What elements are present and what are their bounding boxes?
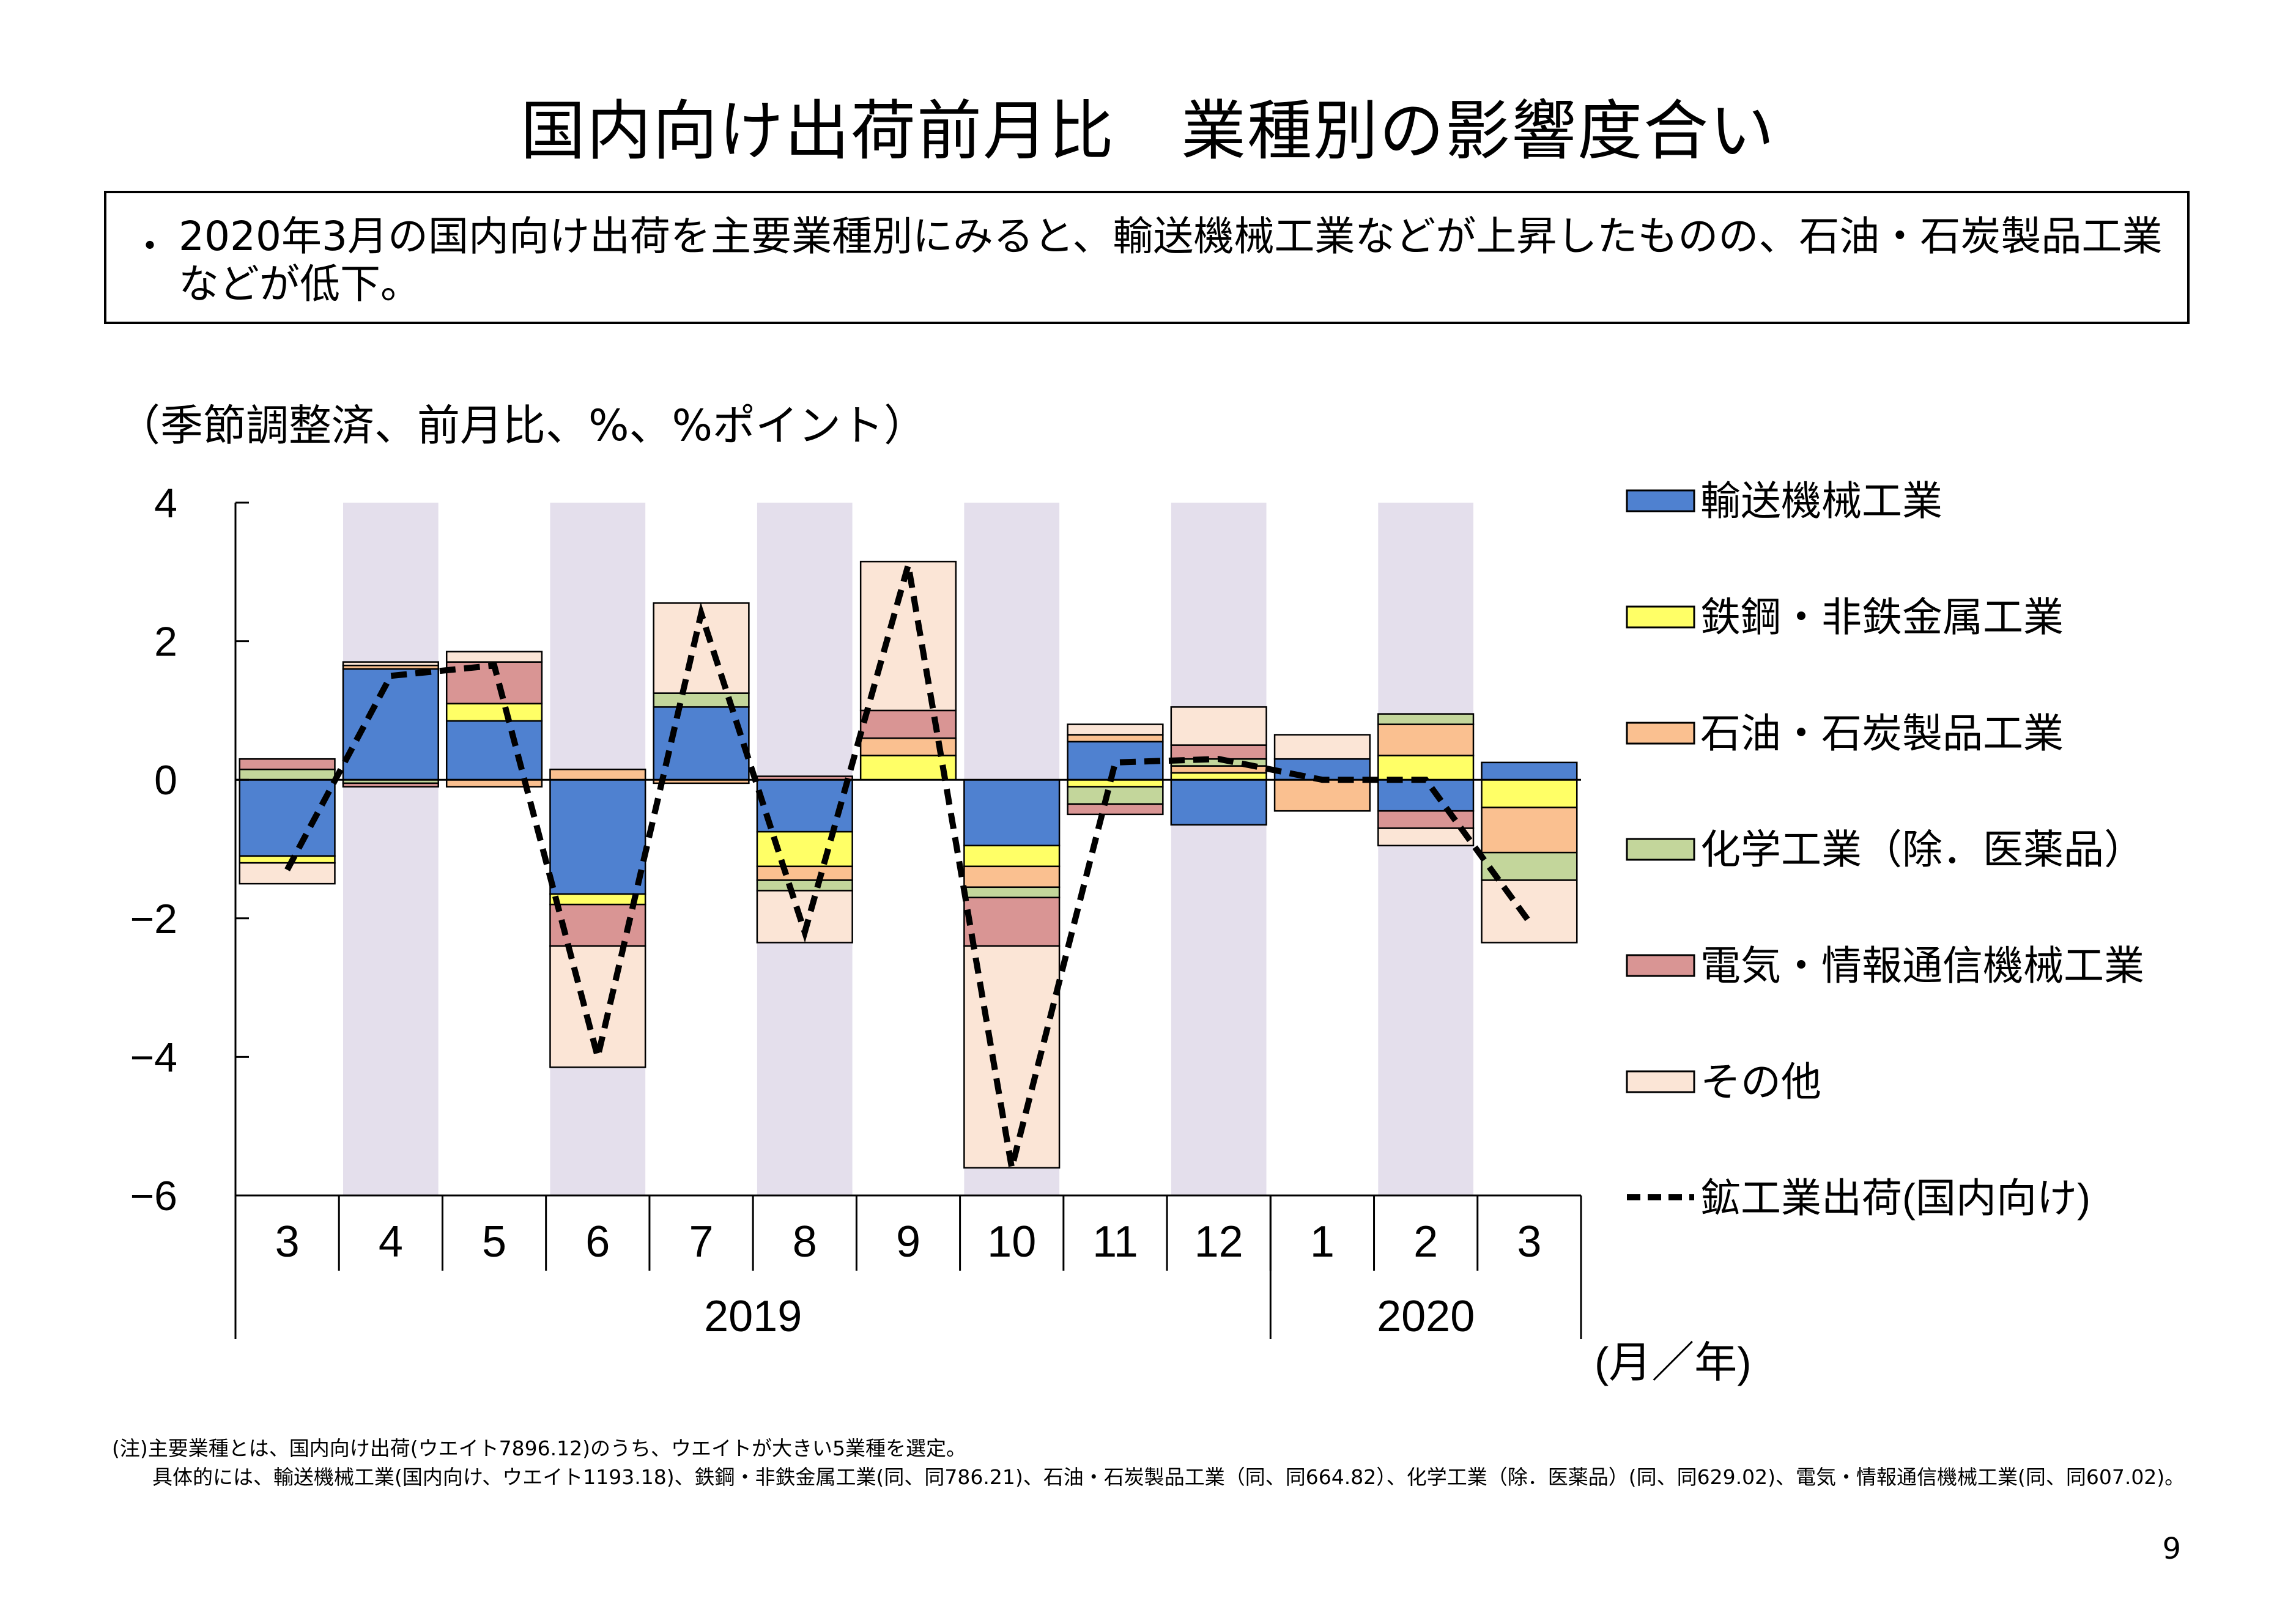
- bar-segment: [1170, 778, 1267, 826]
- bar-segment: [963, 844, 1061, 868]
- bar-segment: [1067, 723, 1164, 736]
- legend-label: 鉱工業出荷(国内向け): [1700, 1175, 2090, 1221]
- bar-segment: [549, 778, 646, 895]
- bar-segment: [1377, 723, 1475, 756]
- shade-band: [343, 503, 439, 1195]
- page-number: 9: [2162, 1532, 2181, 1566]
- bar-segment: [239, 855, 336, 864]
- y-tick-label: −4: [130, 1034, 177, 1081]
- total-shipments-line: [284, 564, 1532, 1169]
- legend-label: 輸送機械工業: [1700, 478, 1942, 523]
- bar-segment: [963, 886, 1061, 899]
- legend-swatch: [1626, 838, 1695, 861]
- y-tick-label: −6: [130, 1173, 177, 1219]
- legend-swatch: [1626, 489, 1695, 512]
- bar-segment: [1067, 778, 1164, 788]
- x-tick-label: 11: [1092, 1217, 1138, 1266]
- legend-label: 化学工業（除．医薬品）: [1700, 827, 2144, 872]
- legend-label: 鉄鋼・非鉄金属工業: [1700, 594, 2064, 640]
- x-tick-label: 5: [482, 1217, 506, 1266]
- bar-segment: [756, 879, 853, 892]
- bar-segment: [1377, 827, 1475, 847]
- bar-segment: [342, 661, 439, 667]
- bar-segment: [1067, 803, 1164, 816]
- year-label: 2019: [704, 1292, 802, 1341]
- shade-band: [1378, 503, 1473, 1195]
- bar-segment: [1377, 778, 1475, 812]
- bar-segment: [239, 778, 336, 857]
- legend-swatch: [1626, 605, 1695, 629]
- bar-segment: [1377, 713, 1475, 725]
- legend-label: その他: [1700, 1059, 1821, 1104]
- bar-segment: [756, 830, 853, 868]
- y-tick-label: −2: [130, 896, 177, 942]
- x-tick-label: 1: [1310, 1217, 1335, 1266]
- x-tick-label: 4: [379, 1217, 403, 1266]
- x-tick-label: 8: [793, 1217, 817, 1266]
- bar-segment: [239, 768, 336, 781]
- bar-segment: [1481, 761, 1578, 781]
- bar-segment: [963, 945, 1061, 1169]
- bar-segment: [1273, 778, 1371, 812]
- summary-bullet: ・: [131, 224, 169, 268]
- bar-segment: [1067, 734, 1164, 743]
- bar-segment: [1273, 734, 1371, 760]
- bar-segment: [1481, 851, 1578, 881]
- summary-text: 2020年3月の国内向け出荷を主要業種別にみると、輸送機械工業などが上昇したもの…: [179, 213, 2163, 308]
- bar-segment: [1170, 772, 1267, 781]
- x-tick-label: 7: [689, 1217, 714, 1266]
- x-tick-label: 6: [585, 1217, 610, 1266]
- bar-segment: [963, 778, 1061, 847]
- legend-swatch: [1626, 722, 1695, 745]
- bar-segment: [756, 865, 853, 881]
- legend-label: 電気・情報通信機械工業: [1700, 943, 2144, 988]
- x-axis-unit: (月／年): [1594, 1339, 1752, 1386]
- y-tick-label: 2: [154, 619, 177, 665]
- bar-segment: [445, 703, 543, 722]
- x-tick-label: 3: [1517, 1217, 1541, 1266]
- bar-segment: [445, 651, 543, 663]
- shade-band: [1171, 503, 1267, 1195]
- bar-segment: [342, 782, 439, 788]
- bar-segment: [1481, 879, 1578, 944]
- bar-segment: [963, 865, 1061, 888]
- y-tick-label: 0: [154, 757, 177, 803]
- x-tick-label: 10: [987, 1217, 1036, 1266]
- bar-segment: [1067, 786, 1164, 805]
- bar-segment: [1377, 810, 1475, 829]
- bar-segment: [653, 706, 750, 781]
- footnote: (注)主要業種とは、国内向け出荷(ウエイト7896.12)のうち、ウエイトが大き…: [112, 1436, 2185, 1489]
- bar-segment: [653, 692, 750, 708]
- bar-segment: [859, 709, 957, 739]
- bar-segment: [1170, 706, 1267, 746]
- summary-box: ・ 2020年3月の国内向け出荷を主要業種別にみると、輸送機械工業などが上昇した…: [104, 191, 2190, 324]
- bar-segment: [342, 668, 439, 781]
- bar-segment: [239, 758, 336, 770]
- legend-swatch: [1626, 954, 1695, 977]
- x-tick-label: 12: [1194, 1217, 1243, 1266]
- y-tick-label: 4: [154, 480, 177, 526]
- page-title: 国内向け出荷前月比 業種別の影響度合い: [520, 94, 1776, 169]
- unit-label: （季節調整済、前月比、%、%ポイント）: [117, 401, 927, 451]
- legend-swatch: [1626, 1070, 1695, 1093]
- bar-stacks: [239, 561, 1578, 1169]
- bar-segment: [1481, 778, 1578, 808]
- bar-segment: [859, 561, 957, 712]
- bar-segment: [445, 720, 543, 781]
- total-line-layer: [284, 564, 1532, 1169]
- bar-segment: [239, 862, 336, 885]
- x-tick-label: 2: [1413, 1217, 1438, 1266]
- bar-segment: [1481, 807, 1578, 854]
- bar-segment: [1377, 755, 1475, 781]
- bar-segment: [549, 768, 646, 781]
- bar-segment: [963, 896, 1061, 947]
- legend-label: 石油・石炭製品工業: [1700, 711, 2064, 756]
- x-tick-label: 9: [896, 1217, 920, 1266]
- year-label: 2020: [1377, 1292, 1475, 1341]
- x-tick-label: 3: [275, 1217, 300, 1266]
